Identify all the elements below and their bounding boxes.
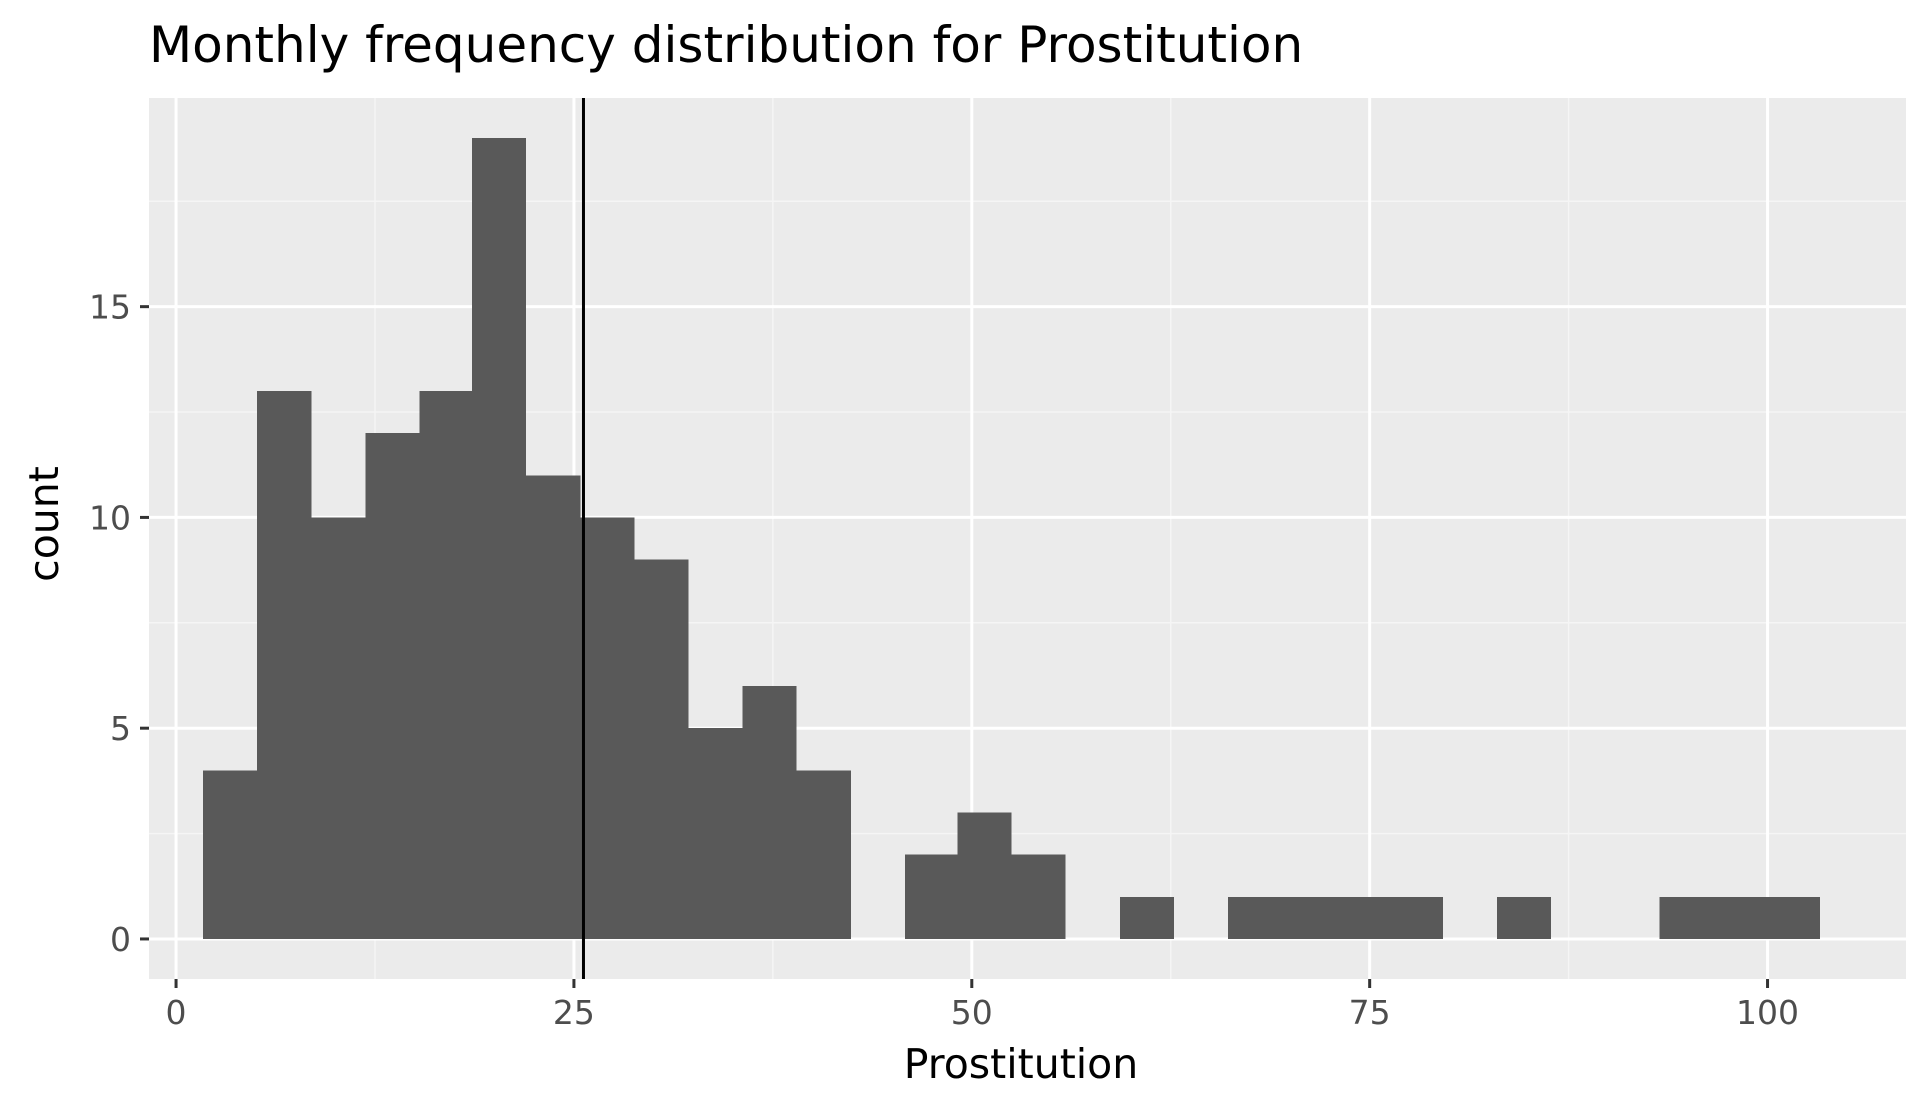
histogram-bar (1336, 896, 1389, 939)
x-axis: 0 25 50 75 100 (166, 979, 1799, 1032)
histogram-bar (1228, 896, 1283, 939)
y-tick-label: 5 (110, 709, 131, 748)
histogram-bar (1767, 896, 1821, 939)
histogram-bar (526, 475, 581, 939)
histogram-bar (1119, 896, 1174, 939)
histogram-bar (311, 517, 366, 939)
histogram-bars (203, 138, 1821, 939)
x-tick-label: 75 (1349, 993, 1391, 1032)
histogram-bar (472, 138, 527, 939)
histogram-bar (742, 686, 797, 939)
histogram-bar (365, 433, 420, 939)
x-tick-label: 50 (951, 993, 993, 1032)
y-tick-label: 0 (110, 920, 131, 959)
histogram-bar (580, 517, 635, 939)
y-tick-label: 10 (89, 498, 131, 537)
histogram-bar (904, 854, 958, 939)
y-axis-title: count (20, 466, 68, 582)
histogram-bar (688, 728, 743, 939)
x-tick-label: 0 (166, 993, 187, 1032)
histogram-bar (634, 559, 689, 939)
histogram-bar (1659, 896, 1714, 939)
histogram-bar (419, 390, 473, 939)
histogram-bar (1011, 854, 1066, 939)
histogram-bar (957, 812, 1012, 939)
x-tick-label: 100 (1736, 993, 1799, 1032)
histogram-bar (796, 770, 851, 939)
x-tick-label: 25 (553, 993, 595, 1032)
histogram-bar (203, 770, 258, 939)
x-axis-title: Prostitution (904, 1040, 1138, 1088)
chart-title: Monthly frequency distribution for Prost… (149, 16, 1303, 74)
histogram-bar (1713, 896, 1768, 939)
y-tick-label: 15 (89, 288, 131, 327)
histogram-bar (1388, 896, 1443, 939)
histogram-bar (1282, 896, 1337, 939)
y-axis: 0 5 10 15 (89, 288, 149, 959)
histogram-bar (257, 390, 312, 939)
histogram-bar (1496, 896, 1552, 939)
